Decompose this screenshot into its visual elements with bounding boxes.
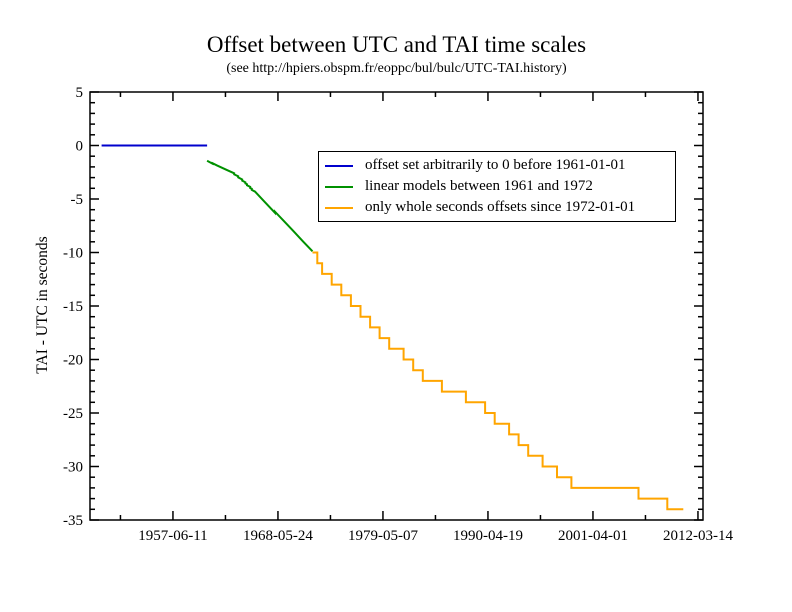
legend-line-sample-green xyxy=(325,185,353,188)
y-tick-label: 5 xyxy=(76,85,84,101)
legend-item: linear models between 1961 and 1972 xyxy=(325,177,675,197)
chart-subtitle: (see http://hpiers.obspm.fr/eoppc/bul/bu… xyxy=(226,61,567,76)
legend-item: only whole seconds offsets since 1972-01… xyxy=(325,198,675,218)
legend-box: offset set arbitrarily to 0 before 1961-… xyxy=(318,151,676,222)
x-tick-label: 1957-06-11 xyxy=(138,528,207,544)
x-tick-label: 1990-04-19 xyxy=(453,528,523,544)
chart-title: Offset between UTC and TAI time scales xyxy=(206,32,587,57)
x-tick-label: 1979-05-07 xyxy=(348,528,418,544)
y-tick-label: -25 xyxy=(63,406,83,422)
legend-label: only whole seconds offsets since 1972-01… xyxy=(365,199,636,215)
y-tick-label: -15 xyxy=(63,299,83,315)
legend-label: linear models between 1961 and 1972 xyxy=(365,178,593,194)
x-tick-label: 2012-03-14 xyxy=(663,528,733,544)
y-tick-label: -5 xyxy=(71,192,84,208)
y-tick-label: -35 xyxy=(63,513,83,529)
legend-item: offset set arbitrarily to 0 before 1961-… xyxy=(325,156,675,176)
series-line-2 xyxy=(312,251,684,511)
x-tick-label: 1968-05-24 xyxy=(243,528,313,544)
y-tick-label: -20 xyxy=(63,353,83,369)
y-tick-label: 0 xyxy=(76,139,84,155)
legend-label: offset set arbitrarily to 0 before 1961-… xyxy=(365,157,626,173)
y-tick-label: -10 xyxy=(63,246,83,262)
legend-line-sample-orange xyxy=(325,206,353,209)
y-axis-title: TAI - UTC in seconds xyxy=(34,236,51,373)
y-tick-label: -30 xyxy=(63,460,83,476)
series-line-1 xyxy=(206,159,314,252)
x-tick-label: 2001-04-01 xyxy=(558,528,628,544)
legend-line-sample-blue xyxy=(325,164,353,167)
